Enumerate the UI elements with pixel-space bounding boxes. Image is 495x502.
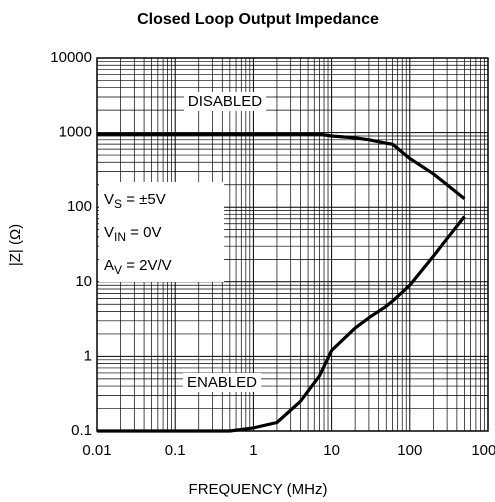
x-axis-label: FREQUENCY (MHz): [189, 481, 328, 498]
y-tick-label: 10: [75, 273, 92, 290]
condition-sub: V: [114, 263, 122, 277]
condition-symbol: V: [104, 191, 114, 208]
condition: AV = 2V/V: [104, 257, 172, 277]
y-tick-label: 1: [84, 347, 92, 364]
y-tick-label: 100: [67, 198, 92, 215]
condition-symbol: V: [104, 224, 114, 241]
condition-symbol: A: [104, 257, 114, 274]
curves: [97, 132, 466, 433]
curve: [97, 132, 466, 200]
conditions-box: [99, 182, 224, 282]
condition-sub: S: [114, 197, 122, 211]
curve: [97, 215, 466, 433]
x-tick-label: 1000: [471, 442, 495, 459]
label-box: [183, 91, 267, 111]
y-tick-label: 0.1: [71, 422, 92, 439]
chart-title: Closed Loop Output Impedance: [137, 11, 379, 28]
x-tick-label: 0.1: [165, 442, 186, 459]
condition: VS = ±5V: [104, 191, 166, 211]
condition-text: = ±5V: [122, 191, 166, 208]
x-tick-label: 10: [323, 442, 340, 459]
condition-sub: IN: [114, 230, 126, 244]
plot-frame: [96, 57, 489, 432]
y-tick-label: 10000: [50, 49, 92, 66]
x-tick-label: 100: [397, 442, 422, 459]
condition: VIN = 0V: [104, 224, 161, 244]
series-label: ENABLED: [187, 374, 257, 391]
label-box: [182, 372, 262, 392]
x-tick-label: 0.01: [82, 442, 111, 459]
y-tick-label: 1000: [59, 124, 92, 141]
x-tick-label: 1: [249, 442, 257, 459]
condition-text: = 2V/V: [122, 257, 172, 274]
y-axis-label: |Z| (Ω): [7, 224, 24, 266]
series-label: DISABLED: [188, 93, 262, 110]
condition-text: = 0V: [126, 224, 161, 241]
